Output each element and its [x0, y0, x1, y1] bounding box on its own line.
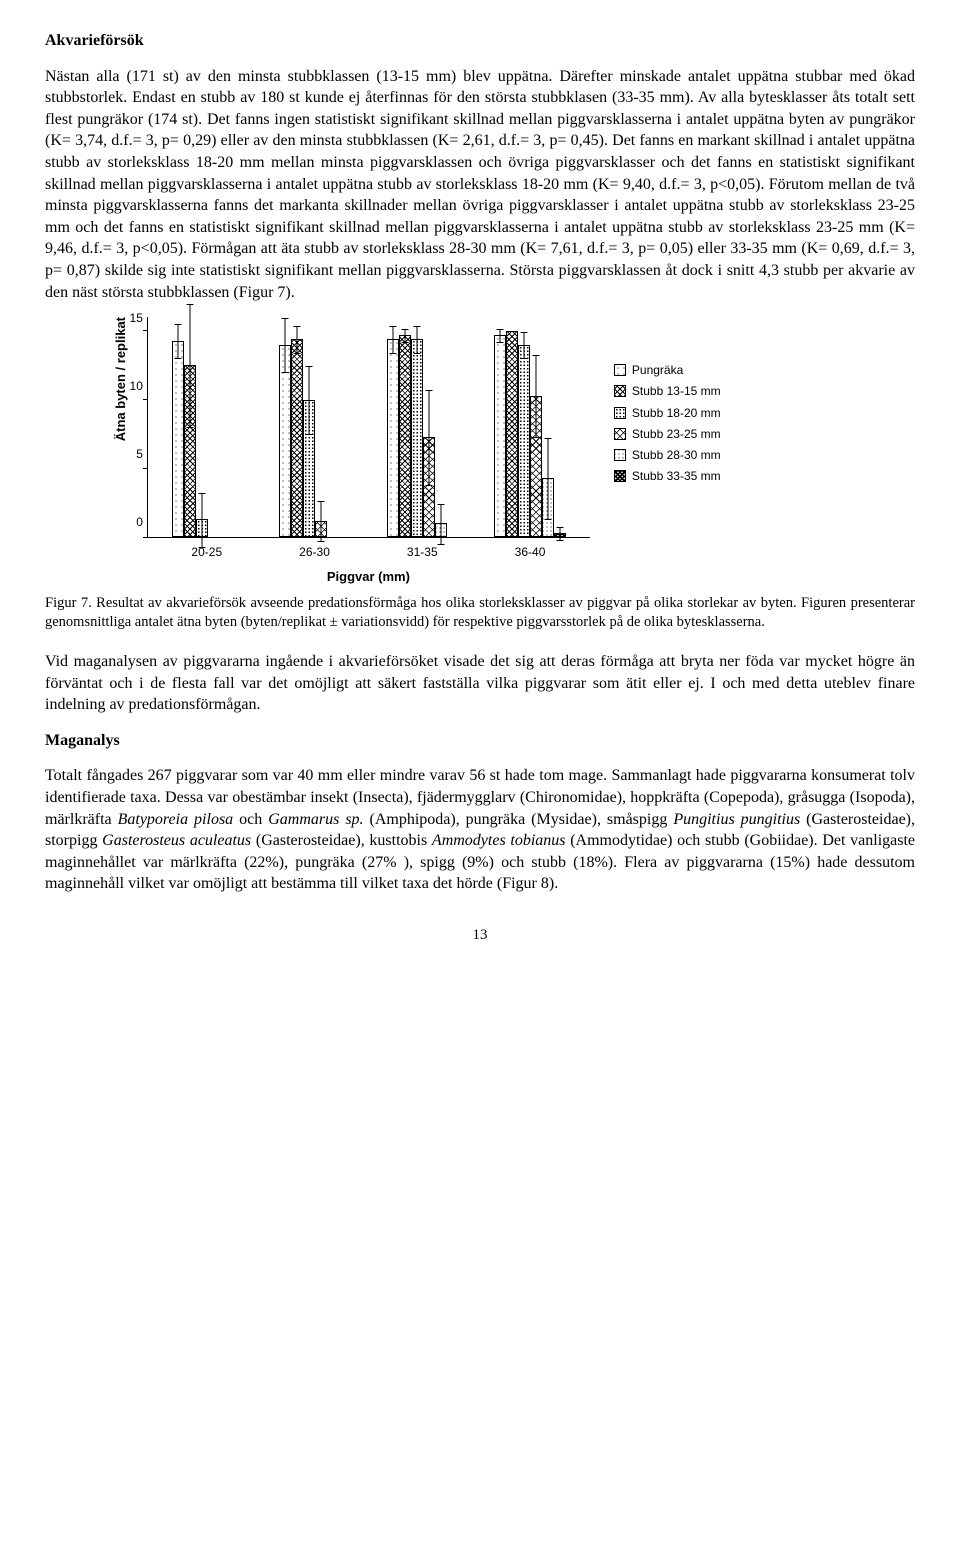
legend-item: Stubb 18-20 mm [614, 405, 721, 421]
bar [387, 339, 399, 537]
text-run: och [233, 811, 268, 828]
legend-item: Stubb 13-15 mm [614, 383, 721, 399]
error-bar [321, 501, 322, 542]
bar [184, 365, 196, 537]
error-bar [536, 355, 537, 438]
paragraph-2: Vid maganalysen av piggvararna ingående … [45, 651, 915, 716]
bar [435, 523, 447, 537]
legend-label: Stubb 18-20 mm [632, 405, 721, 421]
x-axis-label: Piggvar (mm) [147, 568, 590, 586]
error-bar [392, 326, 393, 354]
bar [172, 341, 184, 538]
chart-plot-area [147, 317, 590, 538]
bar [518, 345, 530, 538]
paragraph-1: Nästan alla (171 st) av den minsta stubb… [45, 66, 915, 304]
legend-label: Pungräka [632, 362, 683, 378]
legend-swatch [614, 428, 626, 440]
legend-swatch [614, 449, 626, 461]
taxon-italic: Ammodytes tobianus [432, 832, 566, 849]
bar-group [279, 339, 351, 537]
text-run: (Gasterosteidae), kusttobis [251, 832, 432, 849]
x-tick-label: 31-35 [382, 544, 462, 560]
bar [315, 521, 327, 538]
error-bar [297, 326, 298, 354]
bar [303, 400, 315, 538]
error-bar [440, 504, 441, 545]
bar-group [387, 335, 459, 537]
bar [279, 345, 291, 538]
legend-swatch [614, 407, 626, 419]
x-tick-label: 36-40 [490, 544, 570, 560]
text-run: (Amphipoda), pungräka (Mysidae), småspig… [364, 811, 674, 828]
error-bar [416, 326, 417, 354]
bar [494, 335, 506, 537]
bar-group [494, 331, 566, 537]
taxon-italic: Pungitius pungitius [673, 811, 800, 828]
x-tick-label: 20-25 [167, 544, 247, 560]
error-bar [500, 329, 501, 343]
legend-item: Stubb 28-30 mm [614, 447, 721, 463]
error-bar [560, 527, 561, 541]
y-tick-label: 5 [136, 446, 143, 462]
figure-7-chart: Ätna byten / replikat 151050 20-2526-303… [110, 317, 850, 586]
legend-label: Stubb 33-35 mm [632, 468, 721, 484]
error-bar [177, 324, 178, 360]
taxon-italic: Batyporeia pilosa [118, 811, 234, 828]
legend-swatch [614, 385, 626, 397]
paragraph-3: Totalt fångades 267 piggvarar som var 40… [45, 765, 915, 895]
page-number: 13 [45, 925, 915, 945]
bar [530, 396, 542, 538]
x-tick-label: 26-30 [275, 544, 355, 560]
y-tick-label: 15 [130, 310, 143, 326]
section-title-2: Maganalys [45, 730, 915, 752]
legend-item: Stubb 33-35 mm [614, 468, 721, 484]
error-bar [189, 304, 190, 428]
x-axis-ticks: 20-25 26-30 31-35 36-40 [147, 538, 590, 560]
bar [411, 339, 423, 537]
y-axis-ticks: 15 10 5 0 [130, 310, 147, 530]
y-tick-label: 10 [130, 378, 143, 394]
bar [423, 437, 435, 537]
error-bar [548, 438, 549, 521]
bar [542, 478, 554, 537]
legend-label: Stubb 23-25 mm [632, 426, 721, 442]
section-title-1: Akvarieförsök [45, 30, 915, 52]
legend-item: Pungräka [614, 362, 721, 378]
legend-label: Stubb 13-15 mm [632, 383, 721, 399]
error-bar [428, 390, 429, 486]
figure-7-caption: Figur 7. Resultat av akvarieförsök avsee… [45, 594, 915, 633]
legend-swatch [614, 470, 626, 482]
error-bar [524, 332, 525, 360]
bar [554, 533, 566, 537]
legend-swatch [614, 364, 626, 376]
bar [291, 339, 303, 537]
legend-item: Stubb 23-25 mm [614, 426, 721, 442]
taxon-italic: Gasterosteus aculeatus [102, 832, 251, 849]
y-axis-label: Ätna byten / replikat [110, 317, 130, 501]
chart-legend: Pungräka Stubb 13-15 mm Stubb 18-20 mm Stub… [614, 357, 721, 489]
y-tick-label: 0 [136, 514, 143, 530]
error-bar [285, 318, 286, 373]
error-bar [404, 329, 405, 343]
error-bar [309, 366, 310, 435]
bar [196, 519, 208, 537]
taxon-italic: Gammarus sp. [268, 811, 363, 828]
legend-label: Stubb 28-30 mm [632, 447, 721, 463]
bar-group [172, 341, 244, 538]
error-bar [201, 493, 202, 548]
bar [399, 335, 411, 537]
bar [506, 331, 518, 537]
